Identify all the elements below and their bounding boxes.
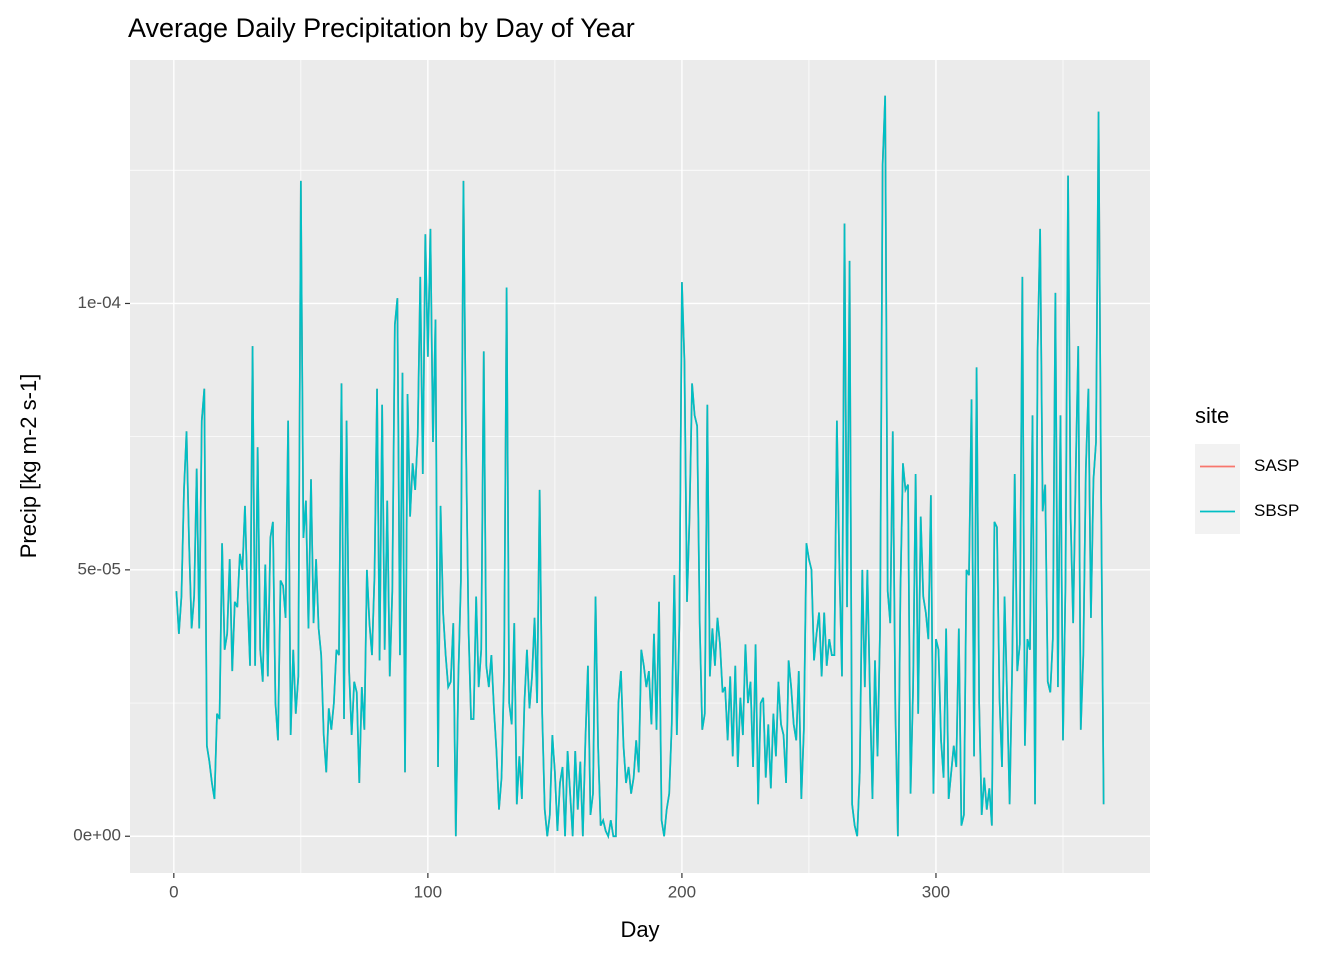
legend-label: SASP [1254,456,1299,475]
y-tick-label: 0e+00 [73,826,121,845]
y-tick-label: 5e-05 [78,559,121,578]
chart-title: Average Daily Precipitation by Day of Ye… [128,13,635,43]
x-tick-label: 0 [169,882,178,901]
x-axis-title: Day [620,917,659,942]
x-tick-label: 200 [668,882,696,901]
x-tick-label: 100 [414,882,442,901]
legend-title: site [1195,403,1229,428]
legend-label: SBSP [1254,501,1299,520]
y-axis-title: Precip [kg m-2 s-1] [16,374,41,559]
x-tick-label: 300 [922,882,950,901]
series-line [175,95,1105,840]
y-tick-label: 1e-04 [78,293,121,312]
